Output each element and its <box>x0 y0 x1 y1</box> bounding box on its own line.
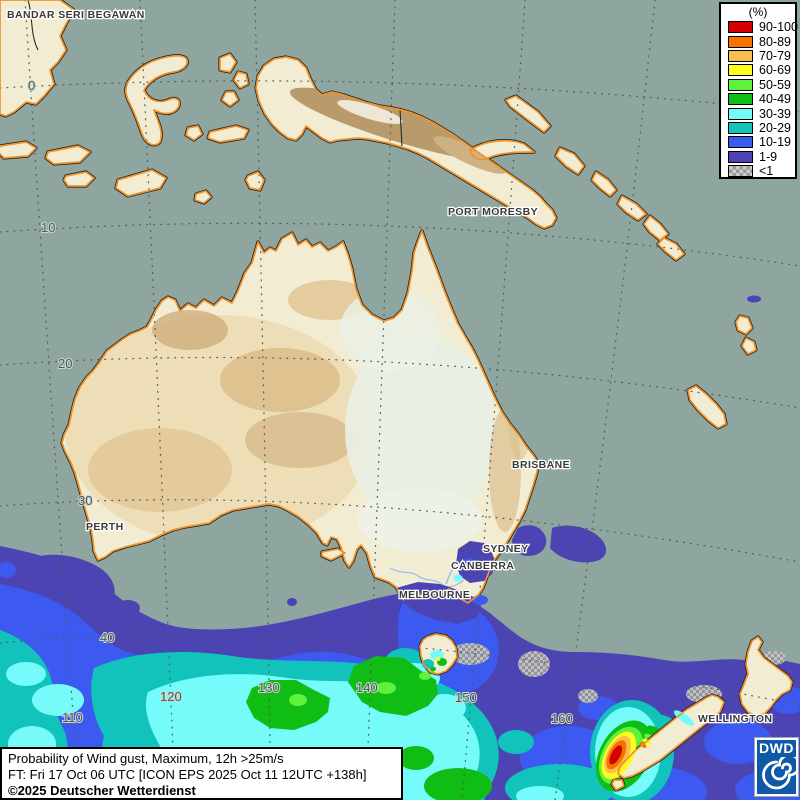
prob-blob <box>424 768 492 800</box>
lon-label: 140 <box>356 680 378 695</box>
legend-label: 60-69 <box>759 63 791 78</box>
probability-legend: (%) 90-100 80-89 70-79 60-69 50-59 40-49… <box>719 2 798 179</box>
prob-blob <box>472 595 488 605</box>
prob-blob <box>609 745 623 765</box>
lon-label: 160 <box>551 711 573 726</box>
prob-blob <box>398 746 434 770</box>
prob-blob <box>287 598 297 606</box>
legend-title: (%) <box>748 5 768 19</box>
product-info-box: Probability of Wind gust, Maximum, 12h >… <box>0 747 403 800</box>
city-label-canberra: CANBERRA <box>451 560 514 572</box>
legend-label: <1 <box>759 164 774 179</box>
city-label-perth: PERTH <box>86 521 124 533</box>
prob-blob <box>430 666 436 672</box>
lon-label: 120 <box>160 689 182 704</box>
city-label-port-moresby: PORT MORESBY <box>448 206 538 218</box>
legend-row: 60-69 <box>721 63 795 77</box>
product-title: Probability of Wind gust, Maximum, 12h >… <box>8 751 284 766</box>
prob-blob <box>246 680 330 730</box>
prob-blob <box>419 672 431 680</box>
prob-blob <box>456 541 496 583</box>
legend-label: 1-9 <box>759 149 778 164</box>
nz-hotspot <box>601 731 637 780</box>
lat-label: 20 <box>58 356 72 371</box>
legend-row: 30-39 <box>721 106 795 121</box>
city-label-bandar: BANDAR SERI BEGAWAN <box>7 9 145 21</box>
prob-blob <box>578 689 598 703</box>
lat-label: 30 <box>78 493 92 508</box>
legend-swatch <box>728 49 753 62</box>
legend-label: 20-29 <box>759 120 791 135</box>
prob-blob <box>116 600 140 616</box>
lon-label: 110 <box>62 710 83 725</box>
legend-label: 50-59 <box>759 77 791 92</box>
legend-swatch <box>728 93 753 106</box>
legend-row: 1-9 <box>721 150 795 164</box>
city-labels: BANDAR SERI BEGAWAN PORT MORESBY BRISBAN… <box>6 8 774 727</box>
city-label-wellington: WELLINGTON <box>698 713 772 725</box>
legend-label: 70-79 <box>759 48 791 63</box>
lat-label: 40 <box>100 630 114 645</box>
dwd-logo-text: DWD <box>759 740 794 756</box>
legend-row: <1 <box>721 164 795 178</box>
prob-blob <box>453 574 463 582</box>
prob-blob <box>673 710 695 726</box>
dwd-spiral-icon <box>762 753 800 790</box>
lon-label: 150 <box>455 690 477 705</box>
prob-blob <box>516 786 564 800</box>
legend-swatch <box>728 150 753 163</box>
legend-label: 80-89 <box>759 34 791 49</box>
legend-swatch <box>728 78 753 91</box>
forecast-time: FT: Fri 17 Oct 06 UTC [ICON EPS 2025 Oct… <box>8 767 367 782</box>
prob-overland <box>396 541 695 780</box>
terrain-shading-png <box>289 87 511 174</box>
legend-row: 20-29 <box>721 121 795 135</box>
legend-swatch <box>728 165 753 178</box>
prob-blob <box>512 525 547 556</box>
prob-blob <box>289 694 307 706</box>
legend-row: 70-79 <box>721 49 795 63</box>
prob-blob <box>747 295 761 303</box>
legend-row: 40-49 <box>721 92 795 106</box>
legend-label: 10-19 <box>759 135 791 150</box>
legend-row: 80-89 <box>721 34 795 49</box>
lon-label: 130 <box>258 680 280 695</box>
prob-blob <box>34 554 115 612</box>
copyright: ©2025 Deutscher Wetterdienst <box>8 783 196 798</box>
prob-blob <box>463 558 475 568</box>
city-label-melbourne: MELBOURNE <box>399 589 470 601</box>
prob-blob <box>6 662 46 686</box>
prob-blob <box>518 651 550 677</box>
legend-swatch <box>728 121 753 134</box>
legend-swatch <box>728 136 753 149</box>
legend-label: 40-49 <box>759 92 791 107</box>
prob-blob <box>435 657 441 661</box>
dwd-logo: DWD <box>754 737 800 797</box>
legend-label: 90-100 <box>759 20 798 35</box>
prob-blob <box>422 694 466 722</box>
legend-label: 30-39 <box>759 106 791 121</box>
prob-blob <box>430 650 444 660</box>
legend-swatch <box>728 35 753 48</box>
legend-swatch <box>728 107 753 120</box>
legend-swatch <box>728 21 753 34</box>
prob-blob <box>0 562 16 578</box>
border-lines <box>27 0 403 147</box>
city-label-brisbane: BRISBANE <box>512 459 570 471</box>
prob-blob <box>376 682 396 694</box>
lat-label: 0 <box>28 78 35 93</box>
prob-blob <box>498 730 534 754</box>
prob-blob <box>450 643 490 665</box>
legend-row: 50-59 <box>721 78 795 92</box>
legend-row: 90-100 <box>721 20 798 35</box>
prob-blob <box>550 525 607 563</box>
lat-label: 10 <box>41 220 55 235</box>
city-label-sydney: SYDNEY <box>483 543 529 555</box>
grid-labels: 0 10 20 30 40 110 120 130 140 150 160 <box>27 77 574 727</box>
legend-row: 10-19 <box>721 135 795 149</box>
legend-swatch <box>728 64 753 77</box>
